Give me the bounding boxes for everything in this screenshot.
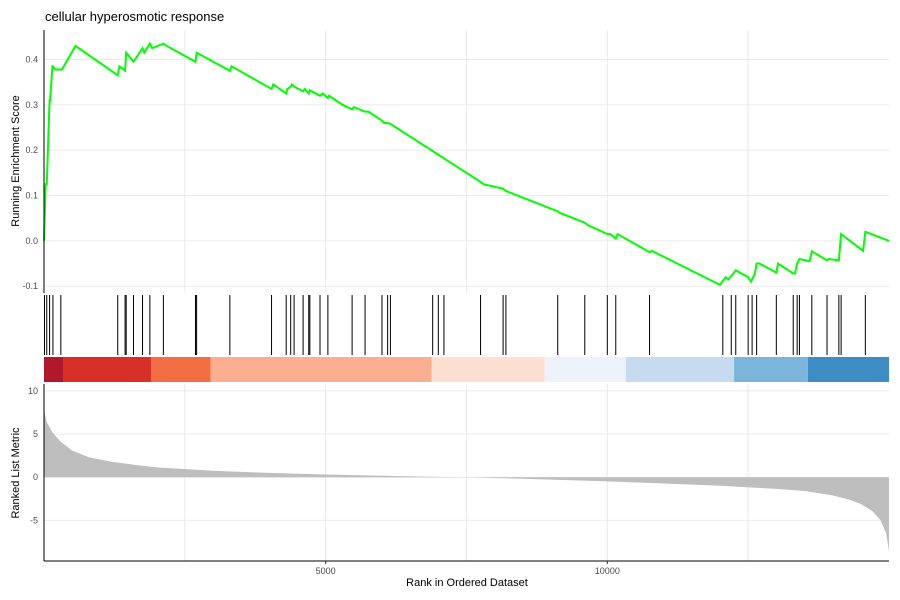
x-ticks: 5000 10000 xyxy=(316,561,620,576)
ranked-metric-y-tick-label: -5 xyxy=(30,515,38,525)
heatmap-segment xyxy=(150,357,211,382)
heatmap-segment xyxy=(734,357,808,382)
ranked-metric-area xyxy=(44,409,889,552)
ranked-metric-gridlines xyxy=(44,384,889,561)
ranked-metric-y-tick-label: 0 xyxy=(33,472,38,482)
enrichment-y-ticks: -0.1 0.0 0.1 0.2 0.3 0.4 xyxy=(22,54,38,291)
enrichment-gridlines xyxy=(44,30,889,293)
ranked-metric-y-axis-label: Ranked List Metric xyxy=(10,427,22,519)
x-tick-label: 5000 xyxy=(316,566,336,576)
enrichment-y-axis-label: Running Enrichment Score xyxy=(10,95,22,226)
gene-hit-marks xyxy=(44,295,866,355)
enrichment-y-tick-label: 0.1 xyxy=(25,191,38,201)
heatmap-segment xyxy=(625,357,735,382)
enrichment-y-tick-label: 0.4 xyxy=(25,54,38,64)
ranked-metric-y-tick-label: 10 xyxy=(28,386,38,396)
enrichment-y-tick-label: 0.3 xyxy=(25,100,38,110)
ranking-color-bar xyxy=(44,357,889,382)
heatmap-segment xyxy=(63,357,151,382)
ranked-metric-y-tick-label: 5 xyxy=(33,429,38,439)
enrichment-score-panel: -0.1 0.0 0.1 0.2 0.3 0.4 Running Enrichment S… xyxy=(10,30,890,293)
enrichment-y-tick-label: 0.0 xyxy=(25,236,38,246)
heatmap-segment xyxy=(210,357,432,382)
heatmap-segment xyxy=(431,357,545,382)
chart-title: cellular hyperosmotic response xyxy=(45,9,224,24)
ranked-metric-y-ticks: -5 0 5 10 xyxy=(28,386,38,526)
enrichment-y-tick-label: -0.1 xyxy=(22,281,38,291)
heatmap-segment xyxy=(44,357,64,382)
enrichment-y-tick-label: 0.2 xyxy=(25,145,38,155)
heatmap-segment xyxy=(544,357,626,382)
x-axis-label: Rank in Ordered Dataset xyxy=(406,577,528,589)
enrichment-score-line xyxy=(43,41,890,287)
x-tick-label: 10000 xyxy=(595,566,620,576)
ranked-metric-panel: -5 0 5 10 Ranked List Metric xyxy=(10,384,889,562)
heatmap-segment xyxy=(807,357,889,382)
